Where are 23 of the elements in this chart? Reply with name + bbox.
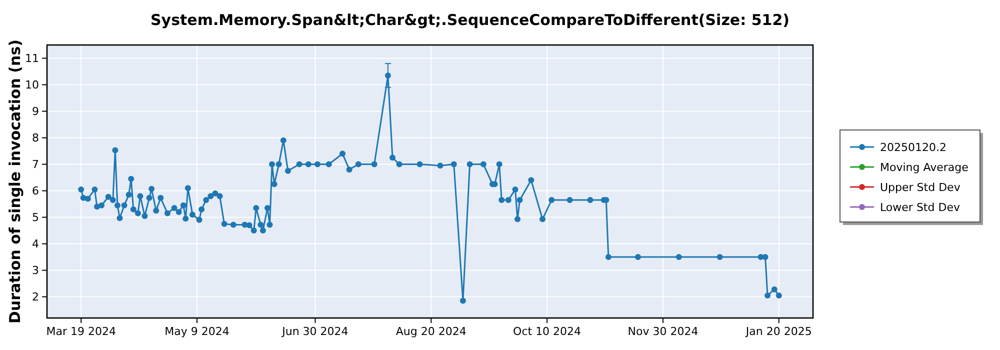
chart-title: System.Memory.Span&lt;Char&gt;.SequenceCompareToDifferent(Size: 512) <box>150 11 790 29</box>
legend-label: Lower Std Dev <box>880 200 960 214</box>
y-tick-label: 8 <box>32 132 39 145</box>
y-tick-label: 10 <box>25 78 39 92</box>
y-tick-label: 9 <box>32 105 39 118</box>
y-tick-label: 7 <box>32 158 39 172</box>
y-tick-label: 11 <box>25 52 39 66</box>
y-tick-label: 5 <box>32 211 39 224</box>
x-tick-label: Aug 20 2024 <box>396 325 466 338</box>
legend-label: 20250120.2 <box>880 140 946 154</box>
y-axis-title: Duration of single invocation (ns) <box>6 40 24 324</box>
x-tick-label: Oct 10 2024 <box>513 325 582 338</box>
y-tick-label: 2 <box>32 290 39 304</box>
x-tick-label: Jun 30 2024 <box>281 325 348 338</box>
legend-label: Upper Std Dev <box>880 180 961 194</box>
y-tick-label: 3 <box>32 264 39 278</box>
legend-label: Moving Average <box>880 160 969 174</box>
x-tick-label: Jan 20 2025 <box>744 325 812 338</box>
x-tick-label: May 9 2024 <box>164 325 230 338</box>
x-tick-label: Mar 19 2024 <box>46 325 116 338</box>
x-tick-label: Nov 30 2024 <box>628 325 698 338</box>
y-tick-label: 4 <box>32 238 39 251</box>
y-tick-label: 6 <box>32 184 39 198</box>
